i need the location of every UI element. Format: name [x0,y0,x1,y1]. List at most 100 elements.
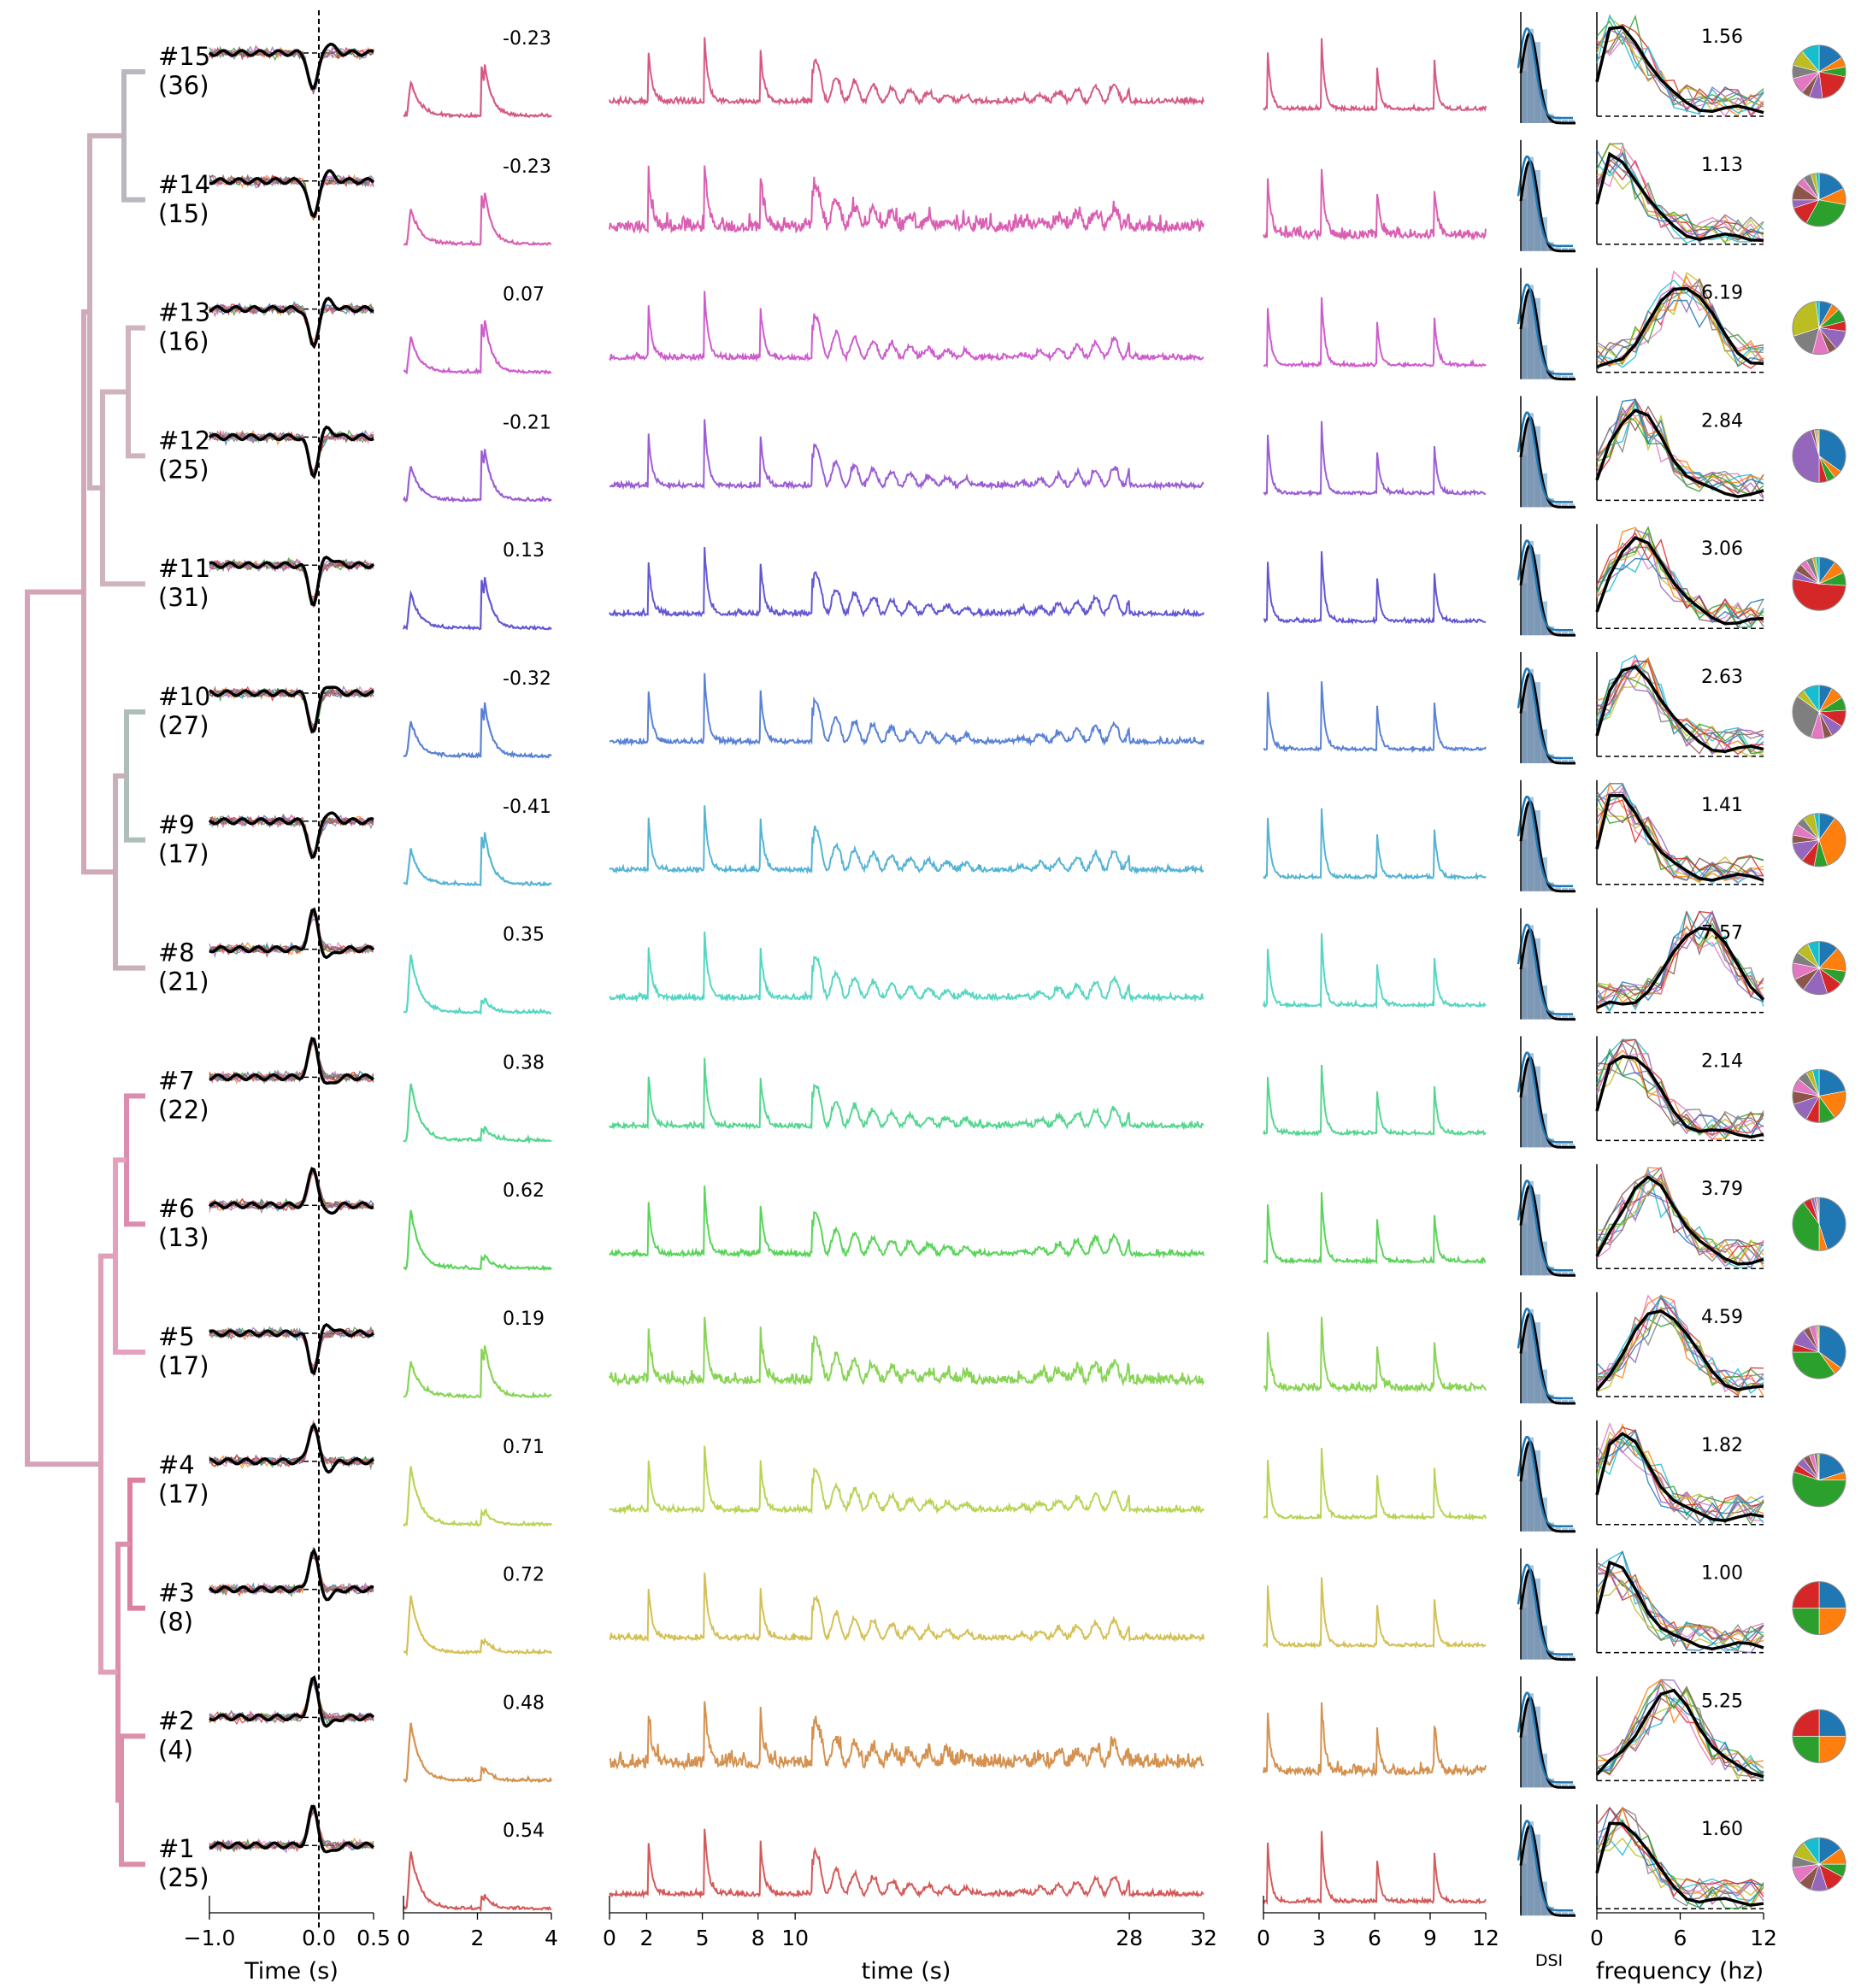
dendrogram-branch [127,1477,145,1611]
kernel-panel [208,778,374,907]
spectrum-mean-trace [1596,286,1764,368]
repeat-response-trace [1263,168,1487,242]
dsi-bar [1555,1399,1561,1403]
spectrum-mean-trace [1595,536,1764,626]
full-trace-panel [609,1828,1204,1900]
kernel-mean-trace [209,1322,375,1376]
dsi-axis-label: DSI [1535,1951,1563,1970]
spectrum-sample-trace [1596,1173,1764,1264]
response-trace [403,702,552,760]
spectrum-panel: 1.60 [1595,1804,1764,1909]
spectrum-sample-trace [1596,526,1764,617]
full-response-trace [609,1572,1204,1644]
repeat-panel [1263,550,1487,626]
response-index-value: -0.41 [503,797,551,818]
full-response-trace [609,1701,1204,1771]
full_trace-tick-label: 32 [1190,1926,1217,1950]
spectrum-sample-trace [1596,1296,1764,1395]
peak-frequency-value: 2.14 [1701,1050,1743,1072]
kernel-panel [209,138,375,267]
spectrum-sample-trace [1596,1806,1764,1897]
dsi-panel [1517,1036,1575,1149]
cluster-id-label: #2 [158,1706,195,1735]
repeat-response-trace [1263,550,1487,626]
spectrum-sample-trace [1596,397,1764,495]
full-response-trace [609,805,1204,875]
cluster-count-label: (31) [158,583,209,612]
spectrum-sample-trace [1596,806,1764,884]
cluster-count-label: (15) [158,199,209,228]
peak-frequency-value: 3.79 [1701,1179,1743,1200]
repeat-response-trace [1263,932,1487,1009]
full-trace-panel [609,1057,1204,1131]
cluster-id-label: #10 [158,682,210,711]
dsi-bar [1569,887,1575,891]
kernel-panel [209,1418,374,1547]
dsi-density-fill [1521,290,1575,379]
spectrum-sample-trace [1596,932,1764,1005]
dsi-bar [1555,631,1561,636]
spectrum-sample-trace [1596,660,1764,756]
spectrum-tick-label: 6 [1674,1926,1687,1950]
response-index-value: 0.72 [503,1565,545,1586]
kernel-sample-trace [209,303,374,349]
dsi-panel [1517,139,1575,253]
full-trace-panel [609,931,1204,1003]
full_trace-tick-label: 8 [751,1926,765,1950]
spectrum-sample-trace [1596,532,1764,623]
dsi-density-fill [1521,1826,1575,1916]
dsi-density-fill [1521,802,1575,891]
spectrum-sample-trace [1596,15,1764,106]
cluster-id-label: #11 [158,554,210,583]
repeat-tick-label: 3 [1312,1926,1326,1950]
dsi-panel [1517,652,1575,765]
dsi-bar [1562,1527,1568,1532]
dsi-density-line-alt [1517,923,1573,1015]
response-panel: -0.23 [403,28,552,119]
dsi-density-fill [1521,162,1575,251]
spectrum-sample-trace [1596,299,1764,368]
dsi-bar [1555,247,1561,251]
kernel-panel [209,1674,375,1803]
spectrum-panel: 4.59 [1595,1292,1764,1397]
cluster-count-label: (13) [158,1223,209,1252]
kernel-sample-trace [209,1326,374,1378]
dsi-density-fill [1521,673,1575,763]
dsi-density-line-alt [1517,1563,1573,1656]
peak-frequency-value: 7.57 [1701,923,1743,944]
dsi-bar [1569,632,1575,636]
pie-chart [1792,1453,1846,1508]
spectrum-panel: 2.63 [1595,652,1764,757]
kernel-mean-trace [209,296,374,350]
spectrum-panel: 1.56 [1595,12,1764,117]
dendrogram-branch [124,709,145,843]
spectrum-mean-trace [1595,665,1764,754]
spectrum-axis-label: frequency (hz) [1596,1958,1764,1985]
full_trace-tick-label: 28 [1116,1926,1143,1950]
response-panels: -0.23 -0.23 0.07 -0.21 0.13 -0.32 -0.41 0.35 0.3… [402,28,553,1913]
dsi-panel [1517,1292,1575,1405]
peak-frequency-value: 1.60 [1701,1819,1743,1840]
kernel-mean-trace [208,811,374,860]
cluster-id-label: #9 [158,810,195,839]
dsi-bar [1569,1399,1575,1403]
response-panel: 0.62 [403,1180,552,1272]
full-response-trace [609,165,1204,235]
spectrum-sample-trace [1596,1703,1764,1779]
dendrogram-branch [119,1733,145,1867]
kernel-mean-trace [209,685,374,734]
dsi-bar [1562,1144,1568,1148]
spectrum-mean-trace [1595,1175,1764,1266]
response-trace [403,449,552,503]
repeat-panel [1263,681,1487,754]
response-index-value: -0.21 [503,412,551,433]
dsi-bar [1569,247,1575,251]
kernel-mean-trace [209,1036,374,1085]
spectrum-sample-trace [1596,557,1764,624]
cluster-id-label: #8 [158,938,195,968]
repeat-tick-label: 9 [1423,1926,1437,1950]
full-trace-panel [609,805,1204,875]
response-panel: 0.54 [403,1820,552,1913]
full_trace-tick-label: 2 [639,1926,653,1950]
